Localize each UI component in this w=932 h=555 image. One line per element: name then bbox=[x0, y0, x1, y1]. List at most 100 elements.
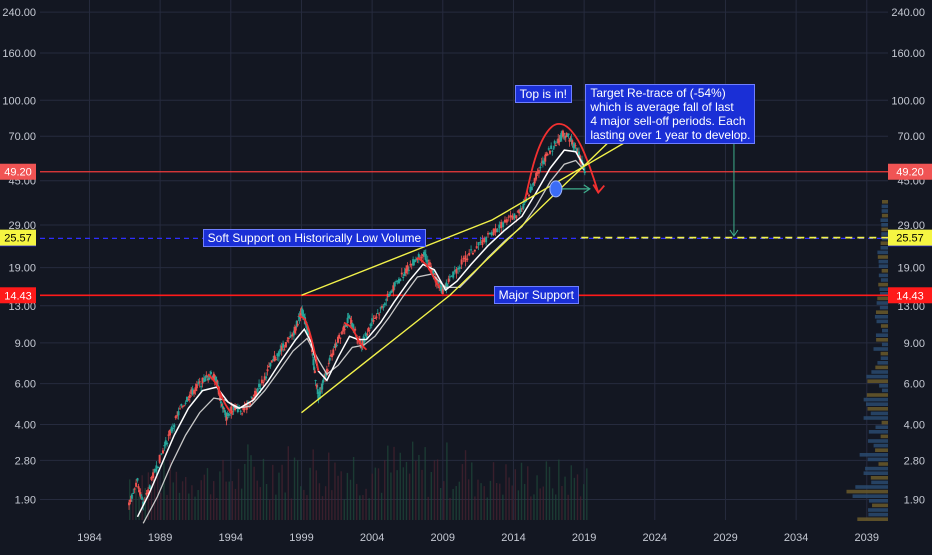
projection-arrowhead bbox=[592, 184, 605, 195]
candle-body bbox=[437, 281, 440, 285]
candle-body bbox=[533, 178, 536, 184]
volume-profile-bar bbox=[852, 494, 888, 498]
candle-body bbox=[485, 237, 488, 243]
candle-body bbox=[312, 359, 315, 366]
volume-bar bbox=[340, 471, 342, 520]
volume-bar bbox=[334, 462, 336, 520]
volume-bar bbox=[492, 462, 495, 520]
candle-body bbox=[155, 465, 158, 472]
candle-body bbox=[348, 315, 351, 319]
candle-body bbox=[395, 281, 398, 283]
volume-bar bbox=[489, 480, 492, 520]
candle-body bbox=[185, 397, 188, 402]
volume-profile-bar bbox=[877, 296, 888, 301]
volume-bar bbox=[480, 483, 482, 520]
candle-body bbox=[252, 395, 255, 397]
volume-bar bbox=[433, 460, 436, 520]
candle-body bbox=[393, 282, 396, 287]
volume-bar bbox=[144, 488, 146, 520]
candle-body bbox=[473, 249, 476, 252]
candle-body bbox=[528, 194, 531, 197]
y-tick-left: 1.90 bbox=[15, 494, 36, 506]
candle-body bbox=[462, 257, 465, 260]
candle-body bbox=[343, 329, 346, 331]
volume-profile-bar bbox=[881, 269, 888, 273]
volume-profile-bar bbox=[880, 241, 888, 245]
volume-bar bbox=[548, 466, 551, 520]
candle-body bbox=[214, 376, 217, 383]
volume-bar bbox=[377, 468, 380, 520]
y-tick-left: 29.00 bbox=[8, 220, 36, 232]
volume-profile-bar bbox=[873, 347, 888, 351]
candle-body bbox=[383, 303, 386, 306]
candle-body bbox=[225, 416, 228, 421]
volume-bar bbox=[573, 477, 576, 520]
volume-profile-bar bbox=[874, 315, 888, 319]
candle-body bbox=[385, 299, 388, 301]
candle-body bbox=[335, 344, 338, 346]
volume-bar bbox=[356, 483, 358, 520]
candle-body bbox=[509, 215, 512, 218]
candle-body bbox=[540, 161, 543, 163]
y-tick-left: 9.00 bbox=[15, 338, 36, 350]
candle-body bbox=[334, 343, 337, 348]
volume-bar bbox=[175, 471, 178, 520]
y-tick-right: 70.00 bbox=[897, 131, 925, 143]
candle-body bbox=[376, 312, 379, 314]
candle-body bbox=[148, 485, 151, 489]
volume-bar bbox=[157, 476, 159, 520]
candle-body bbox=[224, 411, 227, 418]
candle-body bbox=[204, 376, 207, 382]
candle-body bbox=[286, 340, 289, 342]
candle-body bbox=[139, 492, 142, 497]
candle-body bbox=[277, 351, 280, 357]
volume-bar bbox=[495, 482, 498, 520]
volume-profile-bar bbox=[865, 466, 888, 471]
volume-bar bbox=[576, 474, 579, 520]
volume-bar bbox=[446, 442, 448, 520]
candle-body bbox=[221, 405, 224, 409]
candle-body bbox=[287, 338, 290, 340]
candle-body bbox=[389, 292, 392, 294]
price-tag-text: 14.43 bbox=[4, 290, 32, 302]
volume-bar bbox=[331, 490, 333, 520]
volume-bar bbox=[275, 494, 277, 520]
volume-bar bbox=[561, 485, 563, 520]
candle-body bbox=[414, 259, 417, 261]
candle-body bbox=[487, 233, 490, 235]
candle-body bbox=[402, 276, 405, 279]
candle-body bbox=[515, 215, 518, 219]
candle-body bbox=[526, 192, 529, 194]
candle-body bbox=[129, 499, 132, 502]
candle-body bbox=[428, 262, 431, 265]
candle-body bbox=[181, 406, 184, 408]
candle-body bbox=[283, 349, 286, 351]
volume-bar bbox=[349, 479, 352, 520]
volume-profile-bar bbox=[867, 407, 888, 411]
candle-body bbox=[507, 216, 510, 218]
candle-body bbox=[333, 345, 336, 349]
candle-body bbox=[145, 492, 148, 495]
candle-body bbox=[256, 388, 259, 392]
volume-profile-bar bbox=[876, 319, 888, 324]
y-tick-right: 19.00 bbox=[897, 263, 925, 275]
volume-profile-bar bbox=[878, 273, 888, 278]
candle-body bbox=[243, 406, 246, 411]
volume-bar bbox=[483, 486, 485, 520]
candle-body bbox=[498, 224, 501, 229]
candle-body bbox=[520, 208, 523, 210]
candle-body bbox=[338, 334, 341, 339]
candle-body bbox=[311, 349, 314, 353]
candle-body bbox=[494, 228, 497, 233]
volume-profile-bar bbox=[879, 384, 888, 388]
candle-body bbox=[184, 402, 187, 404]
candle-body bbox=[382, 306, 385, 308]
candle-body bbox=[405, 268, 408, 274]
volume-profile-bar bbox=[876, 338, 888, 342]
volume-bar bbox=[387, 445, 389, 520]
candle-body bbox=[532, 182, 535, 186]
x-tick-label: 2024 bbox=[643, 532, 667, 544]
volume-profile-bar bbox=[859, 453, 888, 457]
